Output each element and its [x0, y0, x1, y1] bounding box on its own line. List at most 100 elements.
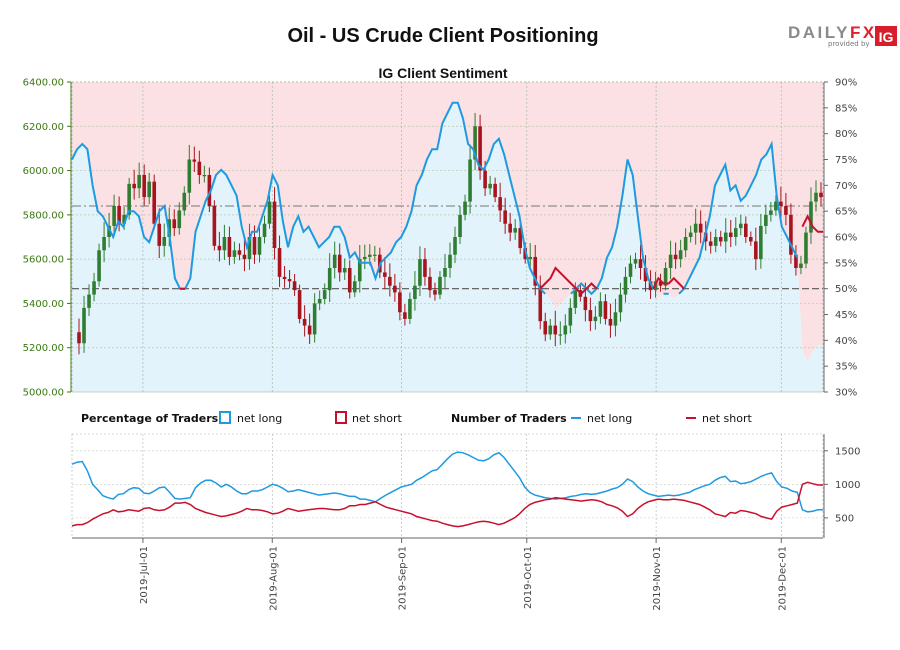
candle-body	[764, 214, 768, 226]
date-tick-label: 2019-Aug-01	[268, 546, 279, 611]
candle-body	[232, 250, 237, 257]
candle-body	[799, 263, 803, 268]
candle-body	[468, 159, 472, 202]
logo-provided-by: provided by	[828, 40, 870, 48]
count-axis: 1500 1000 500	[823, 434, 860, 538]
candle-body	[743, 223, 748, 237]
ig-badge-text: IG	[879, 29, 894, 45]
candle-body	[728, 232, 733, 237]
candle-body	[272, 201, 277, 249]
candle-body	[759, 225, 763, 260]
candle-body	[774, 201, 778, 211]
candle-body	[418, 259, 422, 286]
date-tick-label: 2019-Dec-01	[777, 546, 788, 611]
percent-axis: 90% 85% 80% 75% 70% 65% 60% 55% 50% 45% 40% 35% 30%	[823, 78, 857, 399]
candle-body	[242, 254, 247, 260]
date-tick-label: 2019-Jul-01	[139, 546, 150, 604]
candle-body	[373, 254, 377, 256]
legend-count-short-label: net short	[702, 412, 753, 425]
count-tick-label: 1500	[835, 446, 860, 457]
percent-tick-label: 75%	[835, 155, 857, 166]
candle-body	[749, 237, 753, 242]
candle-body	[257, 237, 262, 255]
candle-body	[177, 210, 182, 229]
candle-body	[658, 281, 663, 286]
candle-body	[192, 159, 197, 162]
percent-tick-label: 55%	[835, 258, 857, 269]
percent-tick-label: 85%	[835, 103, 857, 114]
candle-body	[428, 276, 432, 291]
candle-body	[623, 276, 628, 295]
candle-body	[317, 299, 322, 304]
candle-body	[548, 325, 553, 335]
candle-body	[733, 228, 738, 237]
legend-percentage-title: Percentage of Traders	[81, 412, 219, 425]
candle-body	[463, 201, 467, 215]
candle-body	[307, 325, 312, 335]
candle-body	[187, 159, 192, 193]
legend-net-short-box	[335, 411, 347, 424]
candle-body	[277, 248, 282, 277]
percent-tick-label: 40%	[835, 336, 857, 347]
main-panel-title: IG Client Sentiment	[378, 65, 507, 81]
candle-body	[312, 303, 317, 335]
candle-body	[673, 254, 678, 260]
candle-body	[197, 161, 202, 175]
candle-body	[222, 237, 227, 251]
candle-body	[292, 281, 297, 291]
candle-body	[132, 183, 136, 189]
candle-body	[117, 206, 121, 224]
candle-body	[608, 318, 613, 326]
candle-body	[553, 325, 558, 335]
candle-body	[142, 175, 146, 198]
candle-body	[327, 268, 332, 291]
date-axis: 2019-Jul-01 2019-Aug-01 2019-Sep-01 2019-Oc…	[72, 537, 823, 611]
candle-body	[598, 301, 603, 317]
price-tick-label: 5200.00	[23, 343, 64, 354]
candle-body	[513, 228, 517, 233]
candle-body	[498, 197, 502, 211]
candle-body	[723, 232, 728, 242]
candle-body	[688, 232, 693, 237]
legend-net-long-label: net long	[237, 412, 282, 425]
candle-body	[453, 237, 457, 255]
net-short-area	[72, 82, 823, 361]
candle-body	[217, 245, 222, 251]
price-tick-label: 6400.00	[23, 78, 64, 89]
legend-net-short-label: net short	[352, 412, 403, 425]
candle-body	[87, 294, 91, 308]
candle-body	[779, 201, 783, 206]
dailyfx-logo: DAILYFX provided by IG	[788, 23, 897, 48]
price-tick-label: 5600.00	[23, 255, 64, 266]
candle-body	[247, 237, 252, 260]
candle-body	[207, 175, 212, 206]
candle-body	[388, 276, 392, 286]
candle-body	[819, 192, 823, 198]
candle-body	[789, 214, 793, 255]
candle-body	[332, 254, 337, 268]
candle-body	[648, 281, 653, 291]
candle-body	[458, 214, 462, 237]
price-axis: 6400.00 6200.00 6000.00 5800.00 5600.00 5400.…	[23, 78, 72, 399]
candle-body	[568, 307, 573, 326]
candle-body	[473, 126, 477, 160]
candle-body	[543, 321, 548, 335]
sentiment-panel: 6400.00 6200.00 6000.00 5800.00 5600.00 5400.…	[23, 78, 858, 399]
candle-body	[503, 210, 507, 224]
candle-body	[814, 192, 818, 202]
percent-tick-label: 35%	[835, 362, 857, 373]
price-tick-label: 6200.00	[23, 122, 64, 133]
net-long-count-line	[71, 451, 823, 513]
candle-body	[433, 290, 437, 295]
percent-tick-label: 65%	[835, 207, 857, 218]
candle-body	[488, 183, 492, 189]
candle-body	[613, 312, 618, 326]
candle-body	[147, 181, 152, 198]
candle-body	[663, 268, 668, 286]
candle-body	[157, 223, 162, 246]
date-tick-label: 2019-Nov-01	[652, 546, 663, 611]
candle-body	[443, 268, 447, 277]
legend-net-long-box	[219, 411, 231, 424]
chart-title: Oil - US Crude Client Positioning	[287, 25, 598, 47]
